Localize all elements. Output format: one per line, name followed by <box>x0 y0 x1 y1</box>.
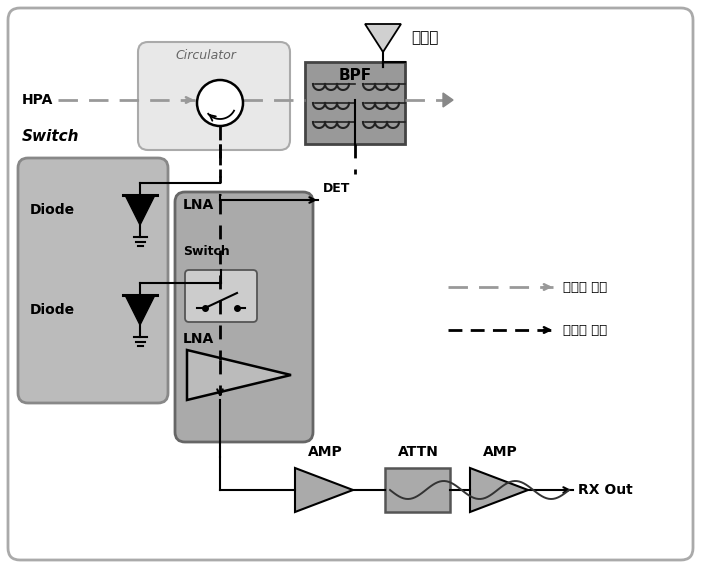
Polygon shape <box>295 468 353 512</box>
Text: AMP: AMP <box>482 445 517 459</box>
FancyBboxPatch shape <box>175 192 313 442</box>
Bar <box>385 468 450 512</box>
Text: 순방향 흘름: 순방향 흘름 <box>563 281 607 294</box>
Text: 안테나: 안테나 <box>411 31 438 45</box>
Text: Diode: Diode <box>30 203 75 217</box>
Text: LNA: LNA <box>183 198 215 212</box>
Text: LNA: LNA <box>183 332 215 346</box>
Text: Diode: Diode <box>30 303 75 317</box>
FancyBboxPatch shape <box>18 158 168 403</box>
Text: AMP: AMP <box>308 445 342 459</box>
Text: HPA: HPA <box>22 93 53 107</box>
Bar <box>305 62 405 144</box>
Polygon shape <box>125 195 155 225</box>
FancyBboxPatch shape <box>138 42 290 150</box>
Polygon shape <box>365 24 401 52</box>
FancyBboxPatch shape <box>8 8 693 560</box>
Text: ATTN: ATTN <box>397 445 438 459</box>
Text: Switch: Switch <box>183 245 230 258</box>
Text: Circulator: Circulator <box>175 49 236 62</box>
Circle shape <box>197 80 243 126</box>
Polygon shape <box>187 350 291 400</box>
FancyBboxPatch shape <box>185 270 257 322</box>
Text: Switch: Switch <box>22 129 79 144</box>
Polygon shape <box>125 295 155 325</box>
Text: 역방향 흘름: 역방향 흘름 <box>563 324 607 336</box>
Text: BPF: BPF <box>339 68 372 83</box>
Polygon shape <box>443 93 453 107</box>
Text: DET: DET <box>323 182 350 195</box>
Polygon shape <box>470 468 528 512</box>
Text: RX Out: RX Out <box>578 483 633 497</box>
